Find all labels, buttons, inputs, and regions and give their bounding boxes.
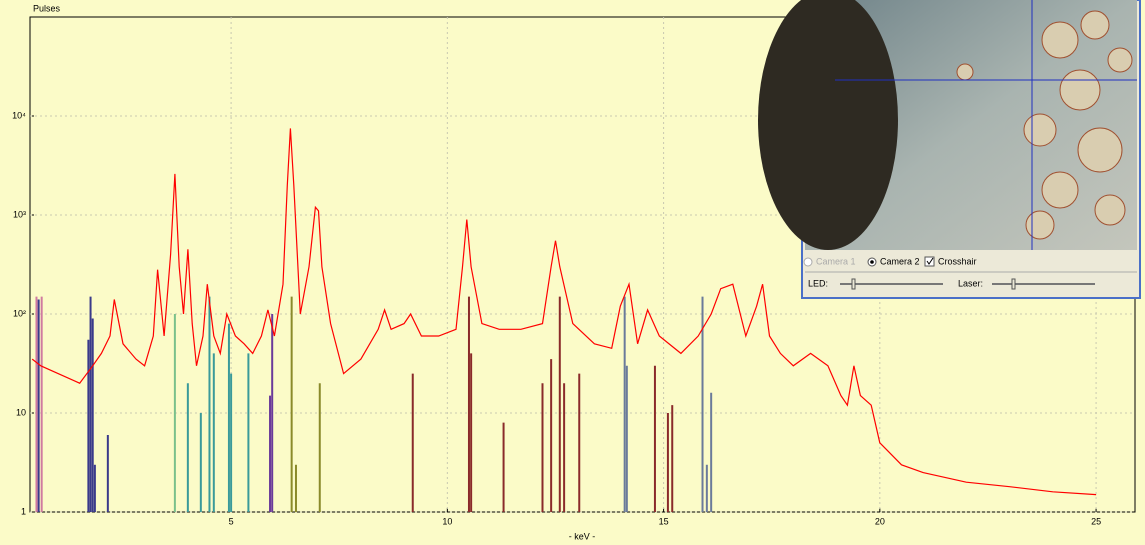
y-tick-label: 10 [16, 407, 26, 417]
check-mark [926, 257, 934, 265]
led-label: LED: [808, 278, 828, 288]
camera-2-label: Camera 2 [880, 256, 920, 266]
camera-flakes [956, 10, 1133, 240]
y-tick-label: 10⁴ [12, 110, 26, 120]
led-thumb[interactable] [851, 278, 856, 290]
y-tick-label: 1 [21, 506, 26, 516]
camera-1-label: Camera 1 [816, 256, 856, 266]
spectrum-line [31, 128, 1097, 496]
x-tick-label: 20 [875, 516, 885, 526]
laser-thumb[interactable] [1011, 278, 1016, 290]
x-axis-label: - keV - [569, 531, 596, 541]
y-axis-label: Pulses [33, 3, 61, 13]
radio-dot [870, 260, 874, 264]
camera-panel: Camera 1 Camera 2 Crosshair LED: Laser: [758, 0, 1141, 299]
crosshair-checkbox[interactable] [924, 256, 935, 267]
x-tick-label: 5 [229, 516, 234, 526]
radio-camera-1[interactable] [803, 257, 813, 267]
crosshair-label: Crosshair [938, 256, 977, 266]
y-tick-label: 10³ [13, 209, 26, 219]
camera-object [758, 0, 898, 250]
x-tick-label: 25 [1091, 516, 1101, 526]
y-tick-label: 10² [13, 308, 26, 318]
x-tick-label: 15 [659, 516, 669, 526]
laser-label: Laser: [958, 278, 983, 288]
x-tick-label: 10 [442, 516, 452, 526]
